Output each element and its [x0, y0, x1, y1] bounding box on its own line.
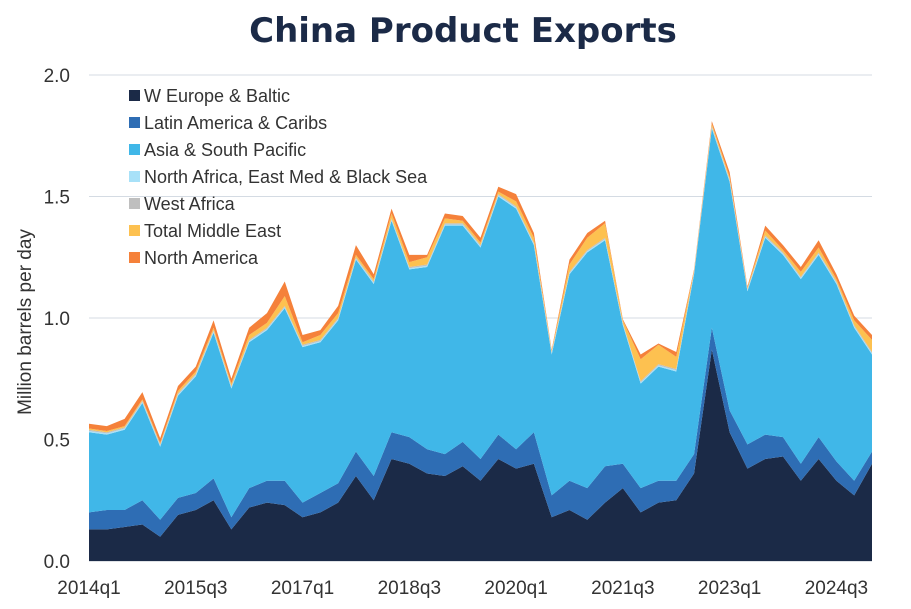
area-total-middle-east: [89, 123, 872, 445]
legend-label: Asia & South Pacific: [144, 140, 306, 160]
y-tick-label: 2.0: [44, 66, 70, 87]
y-tick-label: 1.0: [44, 309, 70, 330]
legend-label: North America: [144, 248, 259, 268]
x-axis-ticks: 2014q1 2015q3 2017q1 2018q3 2020q1 2021q3 2023…: [57, 578, 868, 599]
legend-swatch: [129, 144, 140, 155]
legend-swatch: [129, 252, 140, 263]
y-axis-ticks: 0.0 0.5 1.0 1.5 2.0: [44, 66, 70, 573]
legend-label: Latin America & Caribs: [144, 113, 327, 133]
legend-label: W Europe & Baltic: [144, 86, 290, 106]
x-tick-label: 2017q1: [271, 578, 334, 599]
chart-title: China Product Exports: [249, 11, 677, 51]
legend-swatch: [129, 171, 140, 182]
legend-label: Total Middle East: [144, 221, 281, 241]
y-tick-label: 0.0: [44, 552, 70, 573]
y-tick-label: 0.5: [44, 431, 70, 452]
x-tick-label: 2018q3: [378, 578, 441, 599]
x-tick-label: 2024q3: [805, 578, 868, 599]
y-axis-label: Million barrels per day: [15, 229, 36, 415]
legend-swatch: [129, 117, 140, 128]
x-tick-label: 2020q1: [484, 578, 547, 599]
legend-swatch: [129, 90, 140, 101]
area-w-europe-baltic: [89, 349, 872, 561]
legend-swatch: [129, 225, 140, 236]
x-tick-label: 2015q3: [164, 578, 227, 599]
area-series: [89, 121, 872, 561]
x-tick-label: 2014q1: [57, 578, 120, 599]
area-latin-america-caribs: [89, 327, 872, 537]
x-tick-label: 2023q1: [698, 578, 761, 599]
legend-swatch: [129, 198, 140, 209]
legend: W Europe & Baltic Latin America & Caribs A…: [129, 86, 428, 268]
area-asia-south-pacific: [89, 128, 872, 520]
legend-label: North Africa, East Med & Black Sea: [144, 167, 428, 187]
legend-label: West Africa: [144, 194, 236, 214]
x-tick-label: 2021q3: [591, 578, 654, 599]
y-tick-label: 1.5: [44, 188, 70, 209]
